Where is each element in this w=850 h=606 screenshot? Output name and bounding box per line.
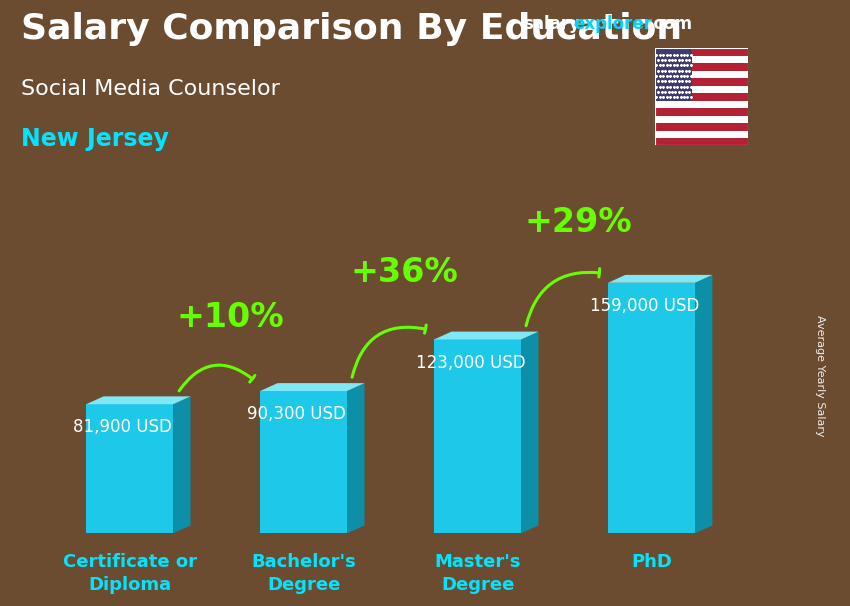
Bar [654, 64, 748, 71]
Text: 123,000 USD: 123,000 USD [416, 354, 525, 371]
Bar [654, 78, 748, 86]
Text: 81,900 USD: 81,900 USD [73, 418, 173, 436]
Bar [654, 71, 748, 78]
Text: New Jersey: New Jersey [21, 127, 169, 152]
Text: 90,300 USD: 90,300 USD [247, 405, 346, 423]
Bar [654, 48, 748, 56]
Bar [654, 130, 748, 138]
Polygon shape [434, 331, 538, 339]
Polygon shape [347, 383, 365, 533]
Bar [654, 108, 748, 116]
Text: 159,000 USD: 159,000 USD [590, 297, 700, 315]
Polygon shape [86, 396, 190, 404]
Bar [434, 339, 521, 533]
Polygon shape [695, 275, 712, 533]
Bar [654, 123, 748, 130]
Text: Salary Comparison By Education: Salary Comparison By Education [21, 12, 683, 46]
Bar [654, 101, 748, 108]
Text: salary: salary [523, 15, 580, 33]
Text: Average Yearly Salary: Average Yearly Salary [815, 315, 825, 436]
Bar [260, 391, 347, 533]
Polygon shape [608, 275, 712, 283]
Text: explorer: explorer [574, 15, 653, 33]
Bar [654, 56, 748, 64]
Bar [654, 93, 748, 101]
Text: +29%: +29% [524, 205, 632, 239]
Bar [654, 138, 748, 145]
Text: +10%: +10% [177, 301, 285, 335]
Polygon shape [521, 331, 538, 533]
Bar [608, 283, 695, 533]
Text: .com: .com [648, 15, 693, 33]
Polygon shape [260, 383, 365, 391]
Text: Social Media Counselor: Social Media Counselor [21, 79, 280, 99]
Polygon shape [173, 396, 190, 533]
Bar [654, 48, 692, 101]
Text: +36%: +36% [351, 256, 458, 289]
Bar [86, 404, 173, 533]
Bar [654, 116, 748, 123]
Bar [654, 86, 748, 93]
